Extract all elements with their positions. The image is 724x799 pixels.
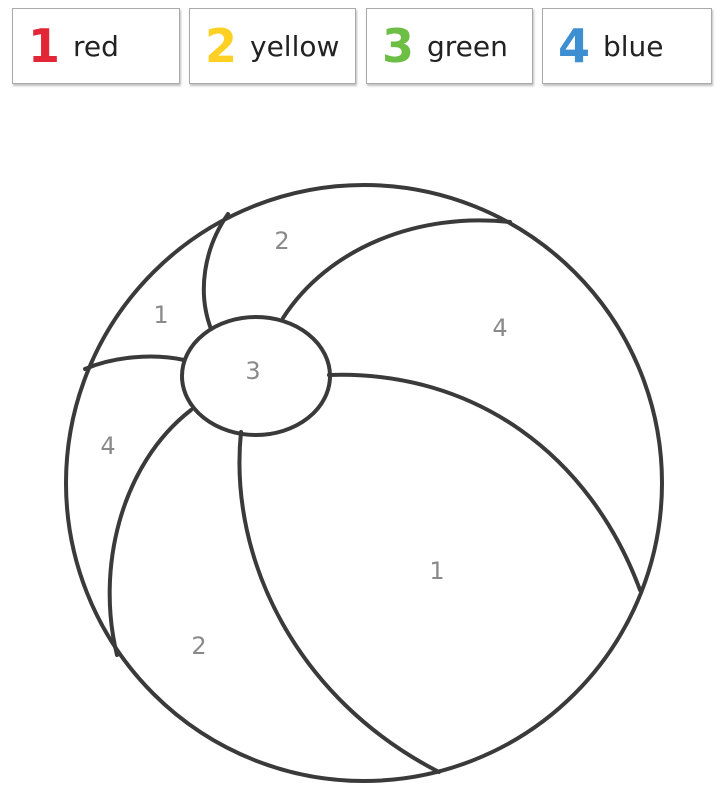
legend-yellow[interactable]: 2 yellow	[189, 8, 356, 84]
stripe-top-left	[201, 212, 230, 331]
legend-label-green: green	[427, 29, 508, 63]
legend-number-2: 2	[204, 19, 237, 73]
legend-number-3: 3	[381, 19, 414, 73]
legend-blue[interactable]: 4 blue	[542, 8, 712, 84]
stripe-top-right	[281, 218, 512, 320]
region-number-top: 2	[274, 227, 289, 255]
legend-label-yellow: yellow	[250, 29, 340, 63]
legend-number-4: 4	[557, 19, 590, 73]
region-number-left: 4	[100, 432, 115, 460]
stripe-bottom	[237, 430, 441, 774]
region-number-bottom-right: 1	[429, 557, 444, 585]
legend-green[interactable]: 3 green	[366, 8, 533, 84]
stripe-right	[327, 372, 642, 592]
legend-red[interactable]: 1 red	[12, 8, 180, 84]
region-number-center: 3	[245, 357, 260, 385]
legend-number-1: 1	[27, 19, 60, 73]
stripe-lower-left	[107, 408, 193, 657]
legend-label-red: red	[73, 29, 119, 63]
legend-label-blue: blue	[603, 29, 664, 63]
stripe-left	[83, 354, 186, 371]
region-number-top-right: 4	[492, 314, 507, 342]
region-number-top-left: 1	[153, 301, 168, 329]
region-number-bottom-left: 2	[191, 632, 206, 660]
ball-outer-circle	[64, 183, 664, 783]
